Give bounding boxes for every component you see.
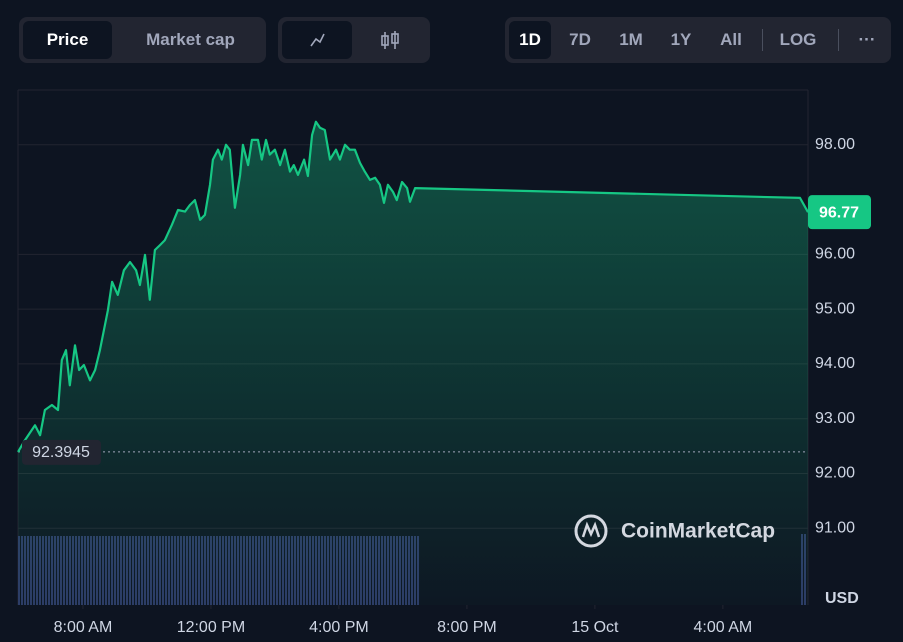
candle-chart-button[interactable] <box>354 21 426 59</box>
y-tick-label: 96.00 <box>815 246 855 263</box>
range-button[interactable]: 1D <box>509 21 551 59</box>
x-tick-label: 8:00 AM <box>54 619 113 636</box>
reference-label: 92.3945 <box>32 444 90 461</box>
y-tick-label: 91.00 <box>815 520 855 537</box>
last-price-label: 96.77 <box>819 204 859 221</box>
divider <box>838 29 839 51</box>
currency-label: USD <box>825 590 859 607</box>
watermark: CoinMarketCap <box>574 514 775 548</box>
log-button[interactable]: LOG <box>779 30 817 49</box>
x-tick-label: 4:00 AM <box>694 619 753 636</box>
range-button[interactable]: 1Y <box>670 30 692 49</box>
y-tick-label: 93.00 <box>815 410 855 427</box>
metric-toggle: Price Market cap <box>19 17 266 63</box>
y-tick-label: 95.00 <box>815 300 855 317</box>
y-tick-label: 98.00 <box>815 136 855 153</box>
x-tick-label: 12:00 PM <box>177 619 245 636</box>
range-button[interactable]: All <box>720 30 742 49</box>
chart-style-toggle <box>278 17 430 63</box>
line-icon <box>310 33 325 47</box>
price-line <box>17 120 809 453</box>
price-area <box>18 121 808 606</box>
more-button[interactable]: ··· <box>858 30 876 49</box>
watermark-text: CoinMarketCap <box>621 520 775 543</box>
divider <box>762 29 763 51</box>
range-toggle: 1D 7D 1M 1Y All LOG ··· <box>505 17 891 63</box>
x-tick-label: 4:00 PM <box>309 619 369 636</box>
line-chart-button[interactable] <box>282 21 352 59</box>
y-tick-label: 92.00 <box>815 465 855 482</box>
market-cap-button[interactable]: Market cap <box>146 30 235 49</box>
x-tick-label: 8:00 PM <box>437 619 497 636</box>
range-button[interactable]: 7D <box>569 30 591 49</box>
y-tick-label: 94.00 <box>815 355 855 372</box>
range-button[interactable]: 1M <box>619 30 643 49</box>
last-price-badge <box>808 195 871 230</box>
x-tick-label: 15 Oct <box>571 619 619 636</box>
reference-label-box <box>22 439 101 465</box>
price-button[interactable]: Price <box>23 21 112 59</box>
candle-icon <box>381 31 399 49</box>
